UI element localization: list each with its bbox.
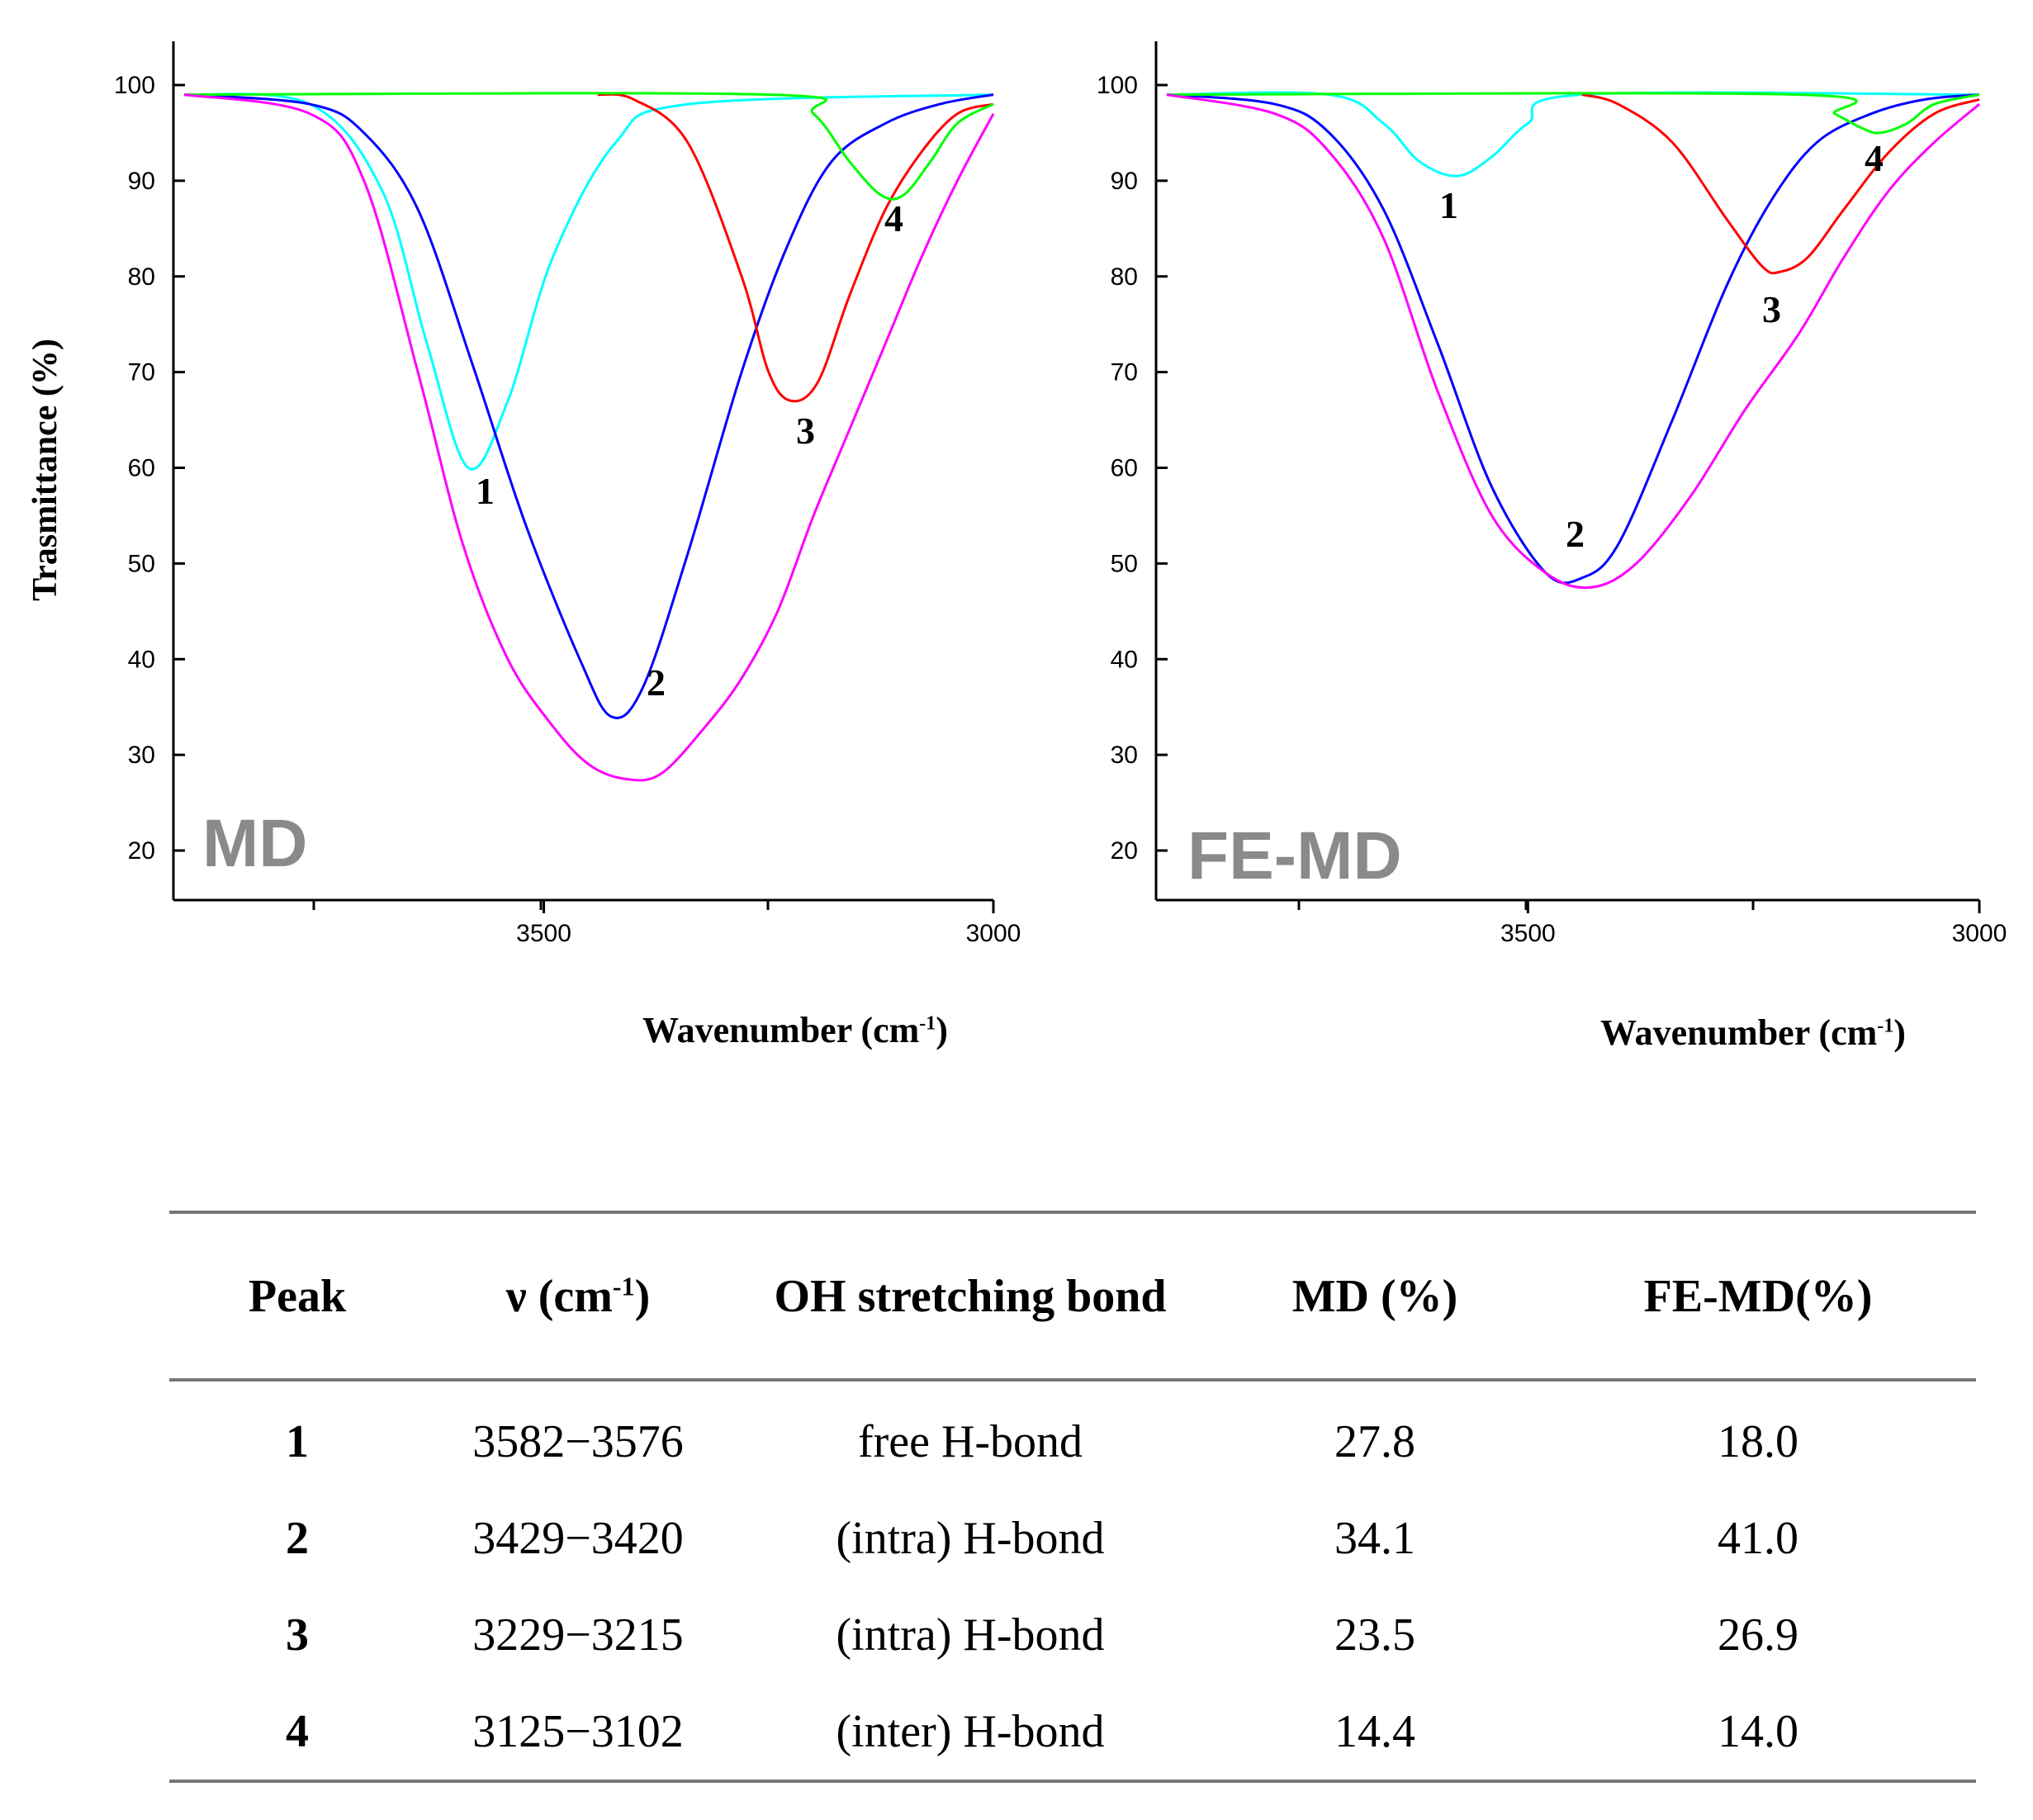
- header-nu: ν (cm-1): [425, 1211, 731, 1382]
- fe-md-panel-label: FE-MD: [1187, 818, 1402, 893]
- header-nu-text: ν (cm: [505, 1270, 613, 1322]
- md-peak-label-4: 4: [884, 197, 903, 239]
- fe-md-peak-label-1: 1: [1439, 184, 1458, 226]
- cell-bond: (inter) H-bond: [731, 1683, 1210, 1783]
- md-peak-label-1: 1: [476, 470, 495, 512]
- md-y-tick-label: 50: [128, 550, 155, 577]
- cell-femd: 18.0: [1718, 1415, 1798, 1467]
- cell-bond: (intra) H-bond: [836, 1609, 1105, 1661]
- md-y-tick-label: 60: [128, 455, 155, 482]
- header-peak: Peak: [169, 1211, 425, 1382]
- md-peak-label-3: 3: [796, 410, 815, 452]
- md-x-axis-title-sup: -1: [919, 1012, 936, 1035]
- md-y-tick-label: 20: [128, 837, 155, 865]
- cell-nu: 3229−3215: [472, 1609, 684, 1661]
- table-row: 4 3125−3102 (inter) H-bond 14.4 14.0: [169, 1683, 1976, 1783]
- fe-md-x-axis-title-close: ): [1893, 1012, 1906, 1053]
- fe-md-x-axis-title-text: Wavenumber (cm: [1600, 1012, 1878, 1053]
- header-bond: OH stretching bond: [731, 1211, 1210, 1382]
- md-series-peak-4: [183, 92, 994, 201]
- fe-md-x-axis-title-sup: -1: [1877, 1015, 1894, 1037]
- cell-peak: 4: [169, 1683, 425, 1783]
- table-row: 2 3429−3420 (intra) H-bond 34.1 41.0: [169, 1490, 1976, 1586]
- md-x-tick-label: 3500: [516, 920, 571, 947]
- md-x-axis-title: Wavenumber (cm-1): [642, 1009, 948, 1051]
- cell-nu: 3429−3420: [472, 1512, 684, 1564]
- header-md: MD (%): [1210, 1211, 1540, 1382]
- cell-peak: 3: [286, 1609, 309, 1661]
- cell-md: 34.1: [1334, 1512, 1415, 1564]
- md-series-peak-3: [597, 92, 994, 403]
- cell-md: 23.5: [1334, 1609, 1415, 1661]
- md-y-tick-label: 100: [114, 72, 155, 99]
- table-row: 1 3582−3576 free H-bond 27.8 18.0: [169, 1380, 1976, 1490]
- md-y-tick-label: 40: [128, 646, 155, 673]
- cell-bond: (intra) H-bond: [836, 1512, 1105, 1564]
- peak-table-grid: Peak ν (cm-1) OH stretching bond MD (%) …: [169, 1211, 1976, 1783]
- header-femd: FE-MD(%): [1540, 1211, 1976, 1382]
- md-series-envelope: [183, 93, 995, 782]
- cell-md: 27.8: [1334, 1415, 1415, 1467]
- md-y-tick-label: 30: [128, 742, 155, 769]
- md-y-tick-label: 80: [128, 263, 155, 291]
- cell-femd: 26.9: [1718, 1609, 1798, 1661]
- fe-md-peak-label-4: 4: [1865, 137, 1884, 179]
- md-panel-label: MD: [202, 806, 308, 881]
- peak-table: Peak ν (cm-1) OH stretching bond MD (%) …: [169, 1211, 1976, 1783]
- cell-nu: 3582−3576: [472, 1415, 684, 1467]
- table-header-row: Peak ν (cm-1) OH stretching bond MD (%) …: [169, 1211, 1976, 1382]
- md-x-axis-title-text: Wavenumber (cm: [642, 1010, 920, 1050]
- fe-md-peak-label-2: 2: [1566, 513, 1585, 555]
- header-nu-close: ): [634, 1270, 651, 1322]
- md-series-peak-1: [183, 92, 994, 471]
- md-y-tick-label: 90: [128, 168, 155, 195]
- cell-md: 14.4: [1210, 1683, 1540, 1783]
- cell-peak: 2: [286, 1512, 309, 1564]
- md-y-axis-title: Trasmittance (%): [26, 339, 64, 601]
- md-peak-label-2: 2: [647, 661, 666, 704]
- fe-md-peak-label-3: 3: [1762, 288, 1781, 330]
- md-x-axis-title-close: ): [936, 1010, 948, 1050]
- header-nu-sup: -1: [612, 1270, 635, 1301]
- md-y-tick-label: 70: [128, 359, 155, 386]
- fe-md-x-axis-title: Wavenumber (cm-1): [1600, 1012, 1906, 1054]
- cell-peak: 1: [286, 1415, 309, 1467]
- cell-femd: 14.0: [1540, 1683, 1976, 1783]
- cell-femd: 41.0: [1718, 1512, 1798, 1564]
- md-x-tick-label: 3000: [966, 920, 1021, 947]
- cell-bond: free H-bond: [857, 1415, 1083, 1467]
- md-series-peak-2: [183, 93, 994, 719]
- table-row: 3 3229−3215 (intra) H-bond 23.5 26.9: [169, 1586, 1976, 1683]
- cell-nu: 3125−3102: [425, 1683, 731, 1783]
- md-chart: 20 30 40 50 60 70 80 90 100 3500 3000: [114, 41, 1021, 947]
